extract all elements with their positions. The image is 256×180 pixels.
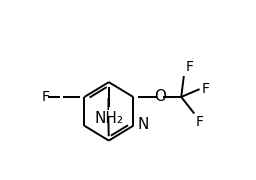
Text: F: F [201, 82, 209, 96]
Text: N: N [137, 117, 148, 132]
Text: NH₂: NH₂ [94, 111, 123, 126]
Text: I: I [105, 98, 110, 113]
Text: F: F [185, 60, 193, 74]
Text: O: O [154, 89, 166, 104]
Text: F: F [196, 115, 204, 129]
Text: F: F [41, 90, 49, 104]
